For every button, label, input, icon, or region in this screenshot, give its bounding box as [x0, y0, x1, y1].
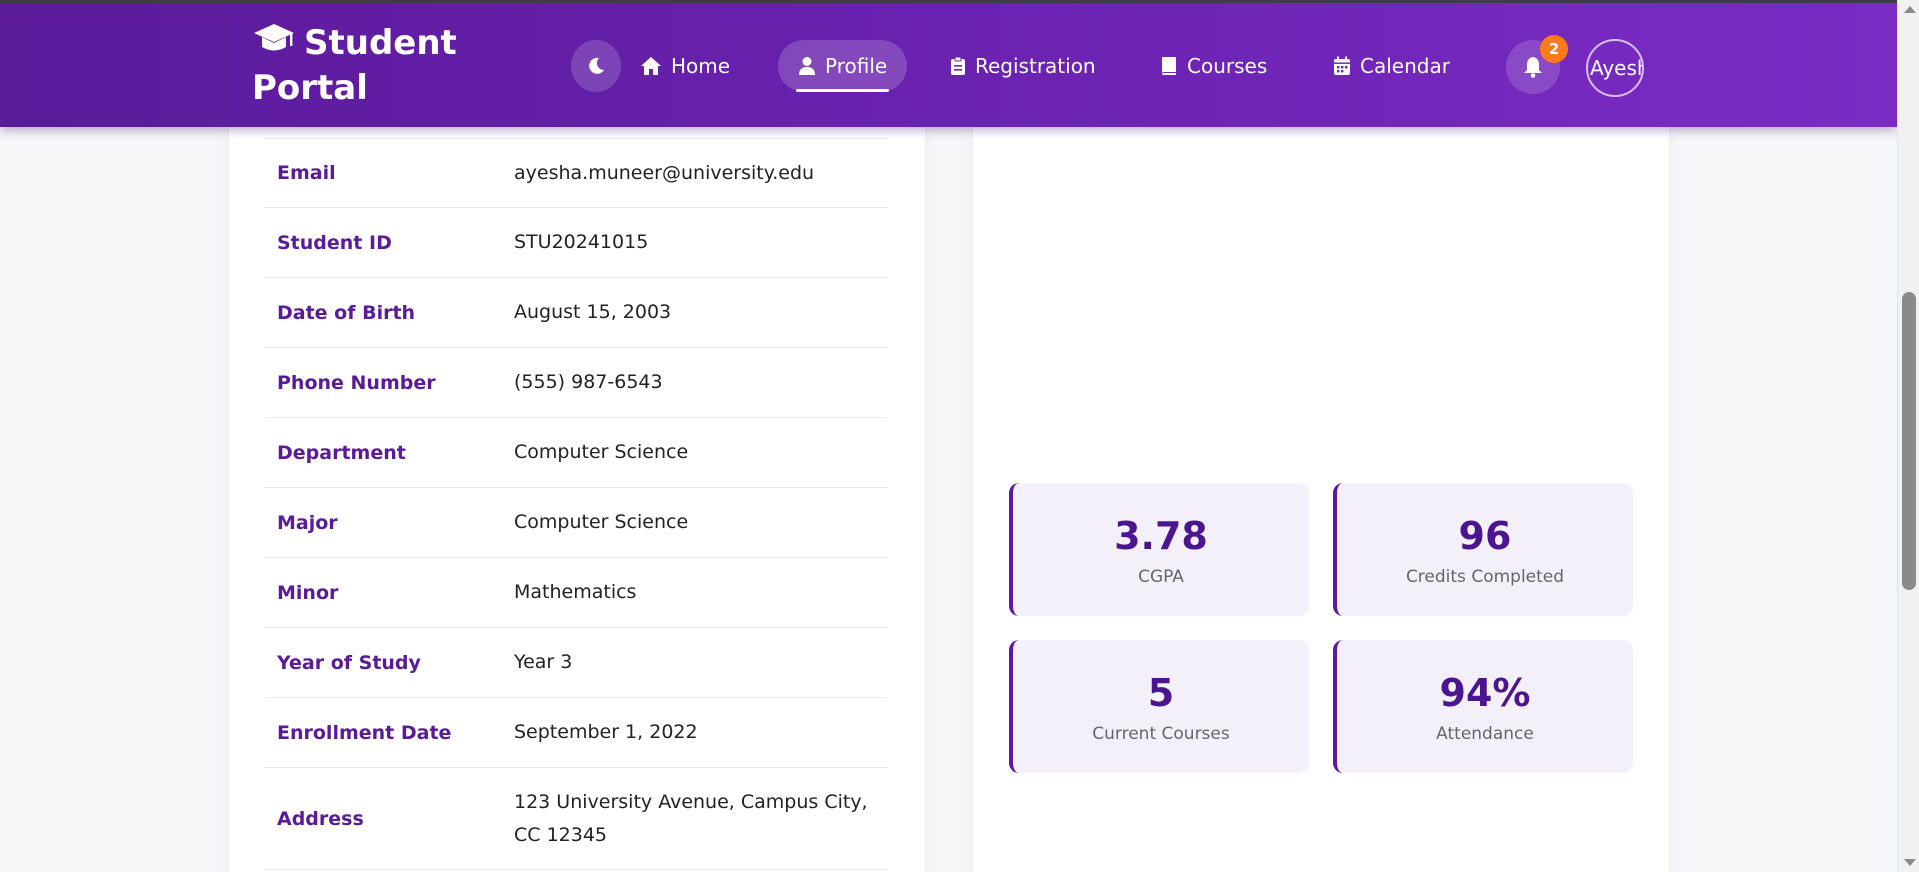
year-of-study-label: Year of Study [277, 651, 421, 674]
nav-home[interactable]: Home [620, 40, 750, 92]
address-label: Address [277, 807, 364, 830]
theme-toggle-button[interactable] [571, 40, 621, 92]
scroll-up-arrow-icon[interactable] [1904, 6, 1916, 13]
date-of-birth-value: August 15, 2003 [514, 301, 672, 323]
top-navbar: Student Portal Home Profile [0, 0, 1897, 127]
email-value: ayesha.muneer@university.edu [514, 161, 815, 184]
stat-attendance: 94% Attendance [1333, 640, 1633, 773]
scroll-down-arrow-icon[interactable] [1904, 859, 1916, 866]
brand-title: Student Portal [252, 23, 457, 108]
date-of-birth-label: Date of Birth [277, 301, 416, 324]
stat-credits-completed: 96 Credits Completed [1333, 483, 1633, 616]
table-row: Date of Birth August 15, 2003 [264, 277, 888, 347]
graduation-cap-icon [254, 24, 294, 51]
stat-current-courses-label: Current Courses [1092, 723, 1230, 744]
address-value: 123 University Avenue, Campus City, CC 1… [514, 790, 868, 846]
phone-number-label: Phone Number [277, 371, 436, 394]
nav-courses-label: Courses [1187, 54, 1268, 78]
enrollment-date-value: September 1, 2022 [514, 721, 698, 743]
year-of-study-value: Year 3 [514, 651, 573, 673]
department-value: Computer Science [514, 441, 689, 463]
nav-profile-label: Profile [825, 54, 888, 78]
notifications-button[interactable] [1506, 40, 1560, 94]
stat-cgpa: 3.78 CGPA [1009, 483, 1309, 616]
clipboard-icon [951, 56, 965, 75]
brand-logo[interactable]: Student Portal [252, 21, 482, 111]
major-label: Major [277, 511, 338, 534]
nav-profile[interactable]: Profile [778, 40, 908, 92]
user-icon [799, 57, 815, 75]
academic-stats-card: 3.78 CGPA 96 Credits Completed 5 Current… [973, 100, 1669, 872]
stat-credits-value: 96 [1458, 513, 1512, 558]
scrollbar-thumb[interactable] [1902, 292, 1916, 590]
email-label: Email [277, 162, 336, 184]
book-icon [1162, 57, 1176, 75]
nav-registration[interactable]: Registration [930, 40, 1116, 92]
avatar-alt-text: Ayesha [1590, 56, 1642, 80]
bell-icon [1524, 57, 1542, 78]
stat-cgpa-label: CGPA [1138, 566, 1184, 587]
nav-registration-label: Registration [975, 54, 1096, 78]
calendar-icon [1334, 56, 1350, 75]
stat-current-courses-value: 5 [1147, 670, 1175, 715]
page-scrollbar[interactable] [1897, 0, 1919, 872]
table-row: Major Computer Science [264, 487, 888, 557]
nav-home-label: Home [671, 54, 731, 78]
table-row: Address 123 University Avenue, Campus Ci… [264, 767, 888, 870]
minor-value: Mathematics [514, 581, 637, 603]
department-label: Department [277, 441, 406, 464]
nav-calendar-label: Calendar [1360, 54, 1450, 78]
table-row: Student ID STU20241015 [264, 207, 888, 277]
profile-info-card: Email ayesha.muneer@university.edu Stude… [229, 100, 925, 872]
moon-icon [589, 57, 604, 74]
stat-attendance-label: Attendance [1436, 723, 1534, 744]
stat-current-courses: 5 Current Courses [1009, 640, 1309, 773]
profile-info-table: Email ayesha.muneer@university.edu Stude… [264, 138, 888, 870]
stat-credits-label: Credits Completed [1405, 566, 1565, 587]
table-row: Phone Number (555) 987-6543 [264, 347, 888, 417]
stat-cgpa-value: 3.78 [1114, 513, 1208, 558]
table-row: Year of Study Year 3 [264, 627, 888, 697]
notification-count-badge: 2 [1540, 35, 1568, 63]
table-row: Department Computer Science [264, 417, 888, 487]
enrollment-date-label: Enrollment Date [277, 721, 452, 744]
student-id-label: Student ID [277, 231, 392, 254]
phone-number-value: (555) 987-6543 [514, 371, 663, 393]
avatar[interactable]: Ayesha [1586, 39, 1644, 97]
nav-courses[interactable]: Courses [1140, 40, 1287, 92]
nav-calendar[interactable]: Calendar [1313, 40, 1470, 92]
table-row: Email ayesha.muneer@university.edu [264, 138, 888, 207]
minor-label: Minor [277, 581, 339, 604]
major-value: Computer Science [514, 511, 689, 533]
table-row: Minor Mathematics [264, 557, 888, 627]
student-id-value: STU20241015 [514, 231, 649, 253]
stat-attendance-value: 94% [1439, 670, 1531, 715]
home-icon [641, 57, 661, 75]
table-row: Enrollment Date September 1, 2022 [264, 697, 888, 767]
